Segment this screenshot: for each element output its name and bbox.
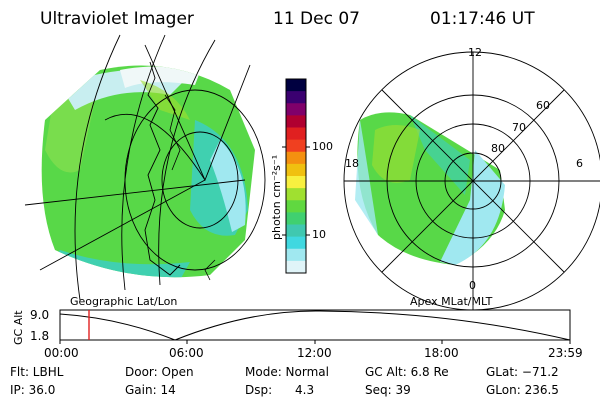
mlat-label-60: 60 [536,99,550,112]
status-glon: GLon: 236.5 [486,383,559,397]
colorbar-swatch [286,103,306,116]
polar-grid [343,51,600,311]
status-mode: Mode: Normal [245,365,329,379]
colorbar-swatch [286,236,306,250]
date-label: 11 Dec 07 [273,9,360,29]
colorbar-swatch [286,200,306,213]
colorbar-swatch [286,212,306,225]
mlt-label-18: 18 [345,157,359,170]
status-gain: Gain: 14 [125,383,176,397]
colorbar-swatch [286,163,306,177]
status-glat: GLat: −71.2 [486,365,559,379]
colorbar-swatch [286,115,306,128]
colorbar-tick-10: 10 [312,228,326,241]
altitude-ytick-high: 9.0 [30,308,50,322]
colorbar-unit-label: photon cm⁻²s⁻¹ [270,154,283,240]
mlat-label-80: 80 [491,142,505,155]
colorbar-swatch [286,91,306,104]
status-filter: Flt: LBHL [10,365,64,379]
geographic-caption: Geographic Lat/Lon [70,295,178,308]
status-dsp: Dsp: 4.3 [245,383,315,397]
mlt-label-6: 6 [576,157,583,170]
status-ip: IP: 36.0 [10,383,56,397]
colorbar-swatch [286,151,306,165]
time-label: 01:17:46 UT [430,9,535,29]
coastline [144,61,181,276]
altitude-xtick-1200: 12:00 [297,346,332,360]
altitude-ylabel: GC Alt [12,310,25,345]
colorbar-swatch [286,139,306,153]
altitude-xtick-0600: 06:00 [169,346,204,360]
status-seq: Seq: 39 [365,383,411,397]
altitude-ytick-low: 1.8 [30,329,50,343]
colorbar-swatch [286,224,306,238]
colorbar-swatch [286,176,306,189]
colorbar-swatch [286,248,306,262]
colorbar-swatch [286,188,306,201]
mlt-label-0: 0 [469,279,476,292]
latlon-grid [24,34,266,301]
instrument-title: Ultraviolet Imager [40,9,194,29]
polar-map [343,51,600,311]
mlat-label-70: 70 [512,121,526,134]
colorbar-swatch [286,127,306,141]
altitude-plot [59,309,571,344]
altitude-xtick-0000: 00:00 [44,346,79,360]
geographic-map [24,34,266,301]
colorbar-swatch [286,79,306,92]
apex-caption: Apex MLat/MLT [410,295,493,308]
colorbar-tick-100: 100 [312,140,333,153]
altitude-xtick-1800: 18:00 [424,346,459,360]
altitude-xtick-2359: 23:59 [548,346,583,360]
status-door: Door: Open [125,365,194,379]
status-gc-alt: GC Alt: 6.8 Re [365,365,449,379]
colorbar-swatch [286,260,306,274]
colorbar [282,78,310,274]
mlt-label-12: 12 [468,46,482,59]
altitude-curve [59,310,571,341]
